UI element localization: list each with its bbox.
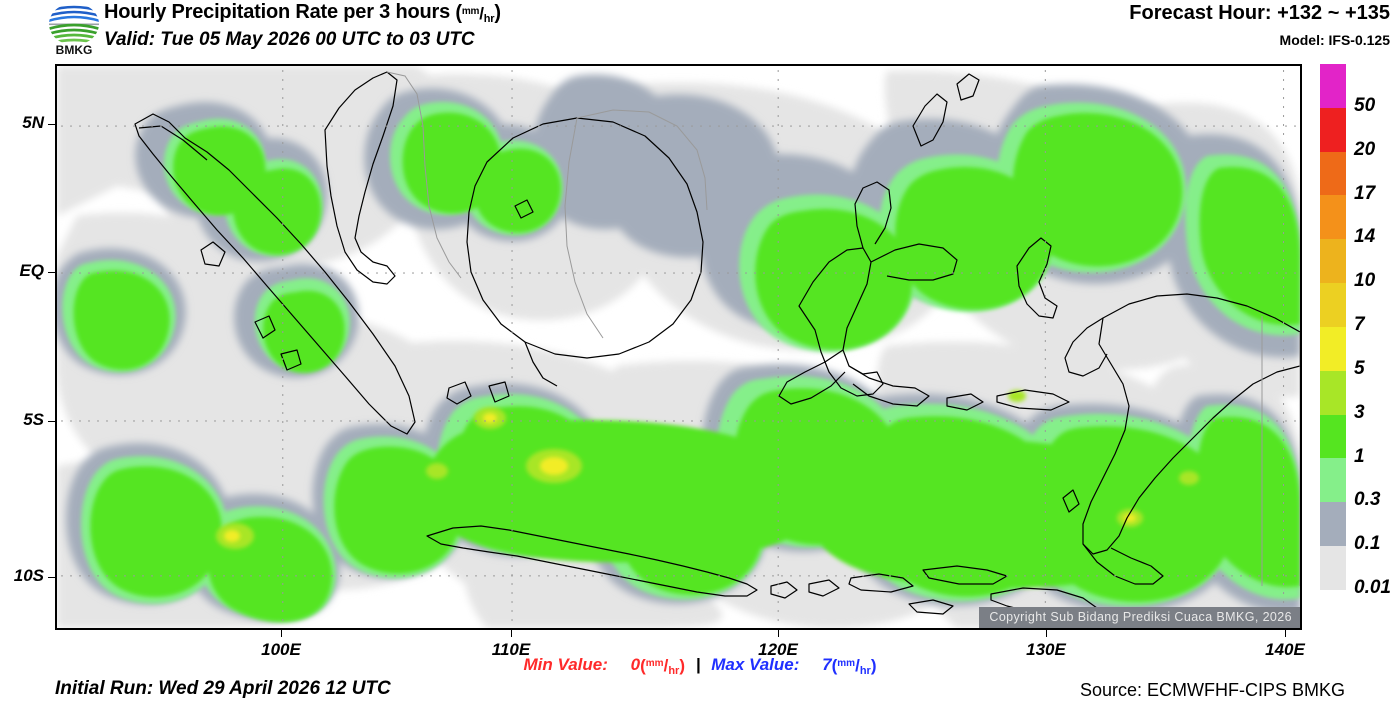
colorbar-band-14 xyxy=(1320,195,1346,240)
precipitation-map[interactable] xyxy=(57,66,1300,628)
lat-tick-EQ xyxy=(48,272,55,273)
colorbar xyxy=(1320,64,1346,590)
lon-label-100E: 100E xyxy=(261,640,301,659)
lon-label-110E: 110E xyxy=(491,640,531,659)
colorbar-band-7 xyxy=(1320,283,1346,327)
valid-time-label: Valid: Tue 05 May 2026 00 UTC to 03 UTC xyxy=(104,29,475,50)
min-value-label: Min Value: xyxy=(523,655,608,674)
minmax-readout: Min Value: 0 (mm/hr) | Max Value: 7 (mm/… xyxy=(0,655,1400,677)
svg-text:BMKG: BMKG xyxy=(56,43,93,56)
colorbar-band-1 xyxy=(1320,414,1346,459)
precip-band-1 xyxy=(73,112,1300,622)
source-label: Source: ECMWFHF-CIPS BMKG xyxy=(1079,680,1345,700)
minmax-separator: | xyxy=(695,655,701,674)
bmkg-logo: BMKG xyxy=(44,2,104,57)
colorbar-band-5 xyxy=(1320,326,1346,371)
colorbar-label-20: 20 xyxy=(1354,138,1376,160)
colorbar-band-0.3 xyxy=(1320,458,1346,503)
lon-tick-120E xyxy=(778,630,779,637)
page-title: Hourly Precipitation Rate per 3 hours (m… xyxy=(104,1,501,25)
colorbar-band-50 xyxy=(1320,64,1346,108)
coastline-layer xyxy=(134,71,1300,617)
map-panel[interactable]: Copyright Sub Bidang Prediksi Cuaca BMKG… xyxy=(55,64,1302,630)
lat-tick-10S xyxy=(48,577,55,578)
country-border-layer xyxy=(386,71,1300,586)
title-unit-numerator: mm xyxy=(461,6,480,17)
lat-label-5N: 5N xyxy=(22,113,44,132)
colorbar-label-10: 10 xyxy=(1354,270,1376,292)
colorbar-label-50: 50 xyxy=(1354,94,1376,116)
lon-tick-110E xyxy=(511,630,512,637)
max-value: 7 xyxy=(822,655,832,674)
colorbar-band-3 xyxy=(1320,370,1346,415)
lat-label-10S: 10S xyxy=(13,566,44,585)
colorbar-label-3: 3 xyxy=(1354,401,1365,423)
lat-label-EQ: EQ xyxy=(19,261,44,280)
lon-tick-100E xyxy=(281,630,282,637)
colorbar-band-17 xyxy=(1320,151,1346,196)
colorbar-label-0.3: 0.3 xyxy=(1354,489,1381,511)
gridline-layer xyxy=(61,70,1296,621)
page-title-text: Hourly Precipitation Rate per 3 hours xyxy=(104,1,451,23)
min-value: 0 xyxy=(630,655,641,674)
colorbar-label-14: 14 xyxy=(1354,226,1376,248)
colorbar-band-20 xyxy=(1320,107,1346,152)
lon-label-140E: 140E xyxy=(1265,640,1305,659)
lon-label-130E: 130E xyxy=(1026,640,1066,659)
colorbar-band-10 xyxy=(1320,239,1346,284)
colorbar-label-1: 1 xyxy=(1354,445,1365,467)
colorbar-band-0.01 xyxy=(1320,546,1346,590)
colorbar-band-0.1 xyxy=(1320,502,1346,547)
colorbar-label-17: 17 xyxy=(1354,182,1376,204)
model-label: Model: IFS-0.125 xyxy=(1279,32,1390,48)
forecast-hour-label: Forecast Hour: +132 ~ +135 xyxy=(1129,2,1390,24)
title-unit-denominator: hr xyxy=(483,13,495,25)
max-value-label: Max Value: xyxy=(711,655,800,674)
title-unit-slash: / xyxy=(479,4,484,23)
colorbar-label-0.1: 0.1 xyxy=(1354,533,1381,555)
lon-tick-130E xyxy=(1046,630,1047,637)
title-unit: (mm/hr) xyxy=(455,2,501,25)
lat-tick-5S xyxy=(48,421,55,422)
lon-label-120E: 120E xyxy=(758,640,798,659)
bmkg-logo-icon: BMKG xyxy=(49,3,99,57)
initial-run-label: Initial Run: Wed 29 April 2026 12 UTC xyxy=(55,678,391,699)
lon-tick-140E xyxy=(1285,630,1286,637)
copyright-watermark: Copyright Sub Bidang Prediksi Cuaca BMKG… xyxy=(979,607,1300,628)
min-unit: (mm/hr) xyxy=(640,656,685,677)
lat-label-5S: 5S xyxy=(23,410,44,429)
colorbar-label-0.01: 0.01 xyxy=(1354,577,1391,598)
colorbar-label-7: 7 xyxy=(1354,314,1365,335)
colorbar-label-5: 5 xyxy=(1354,357,1365,379)
max-unit: (mm/hr) xyxy=(831,656,877,677)
lat-tick-5N xyxy=(48,124,55,125)
